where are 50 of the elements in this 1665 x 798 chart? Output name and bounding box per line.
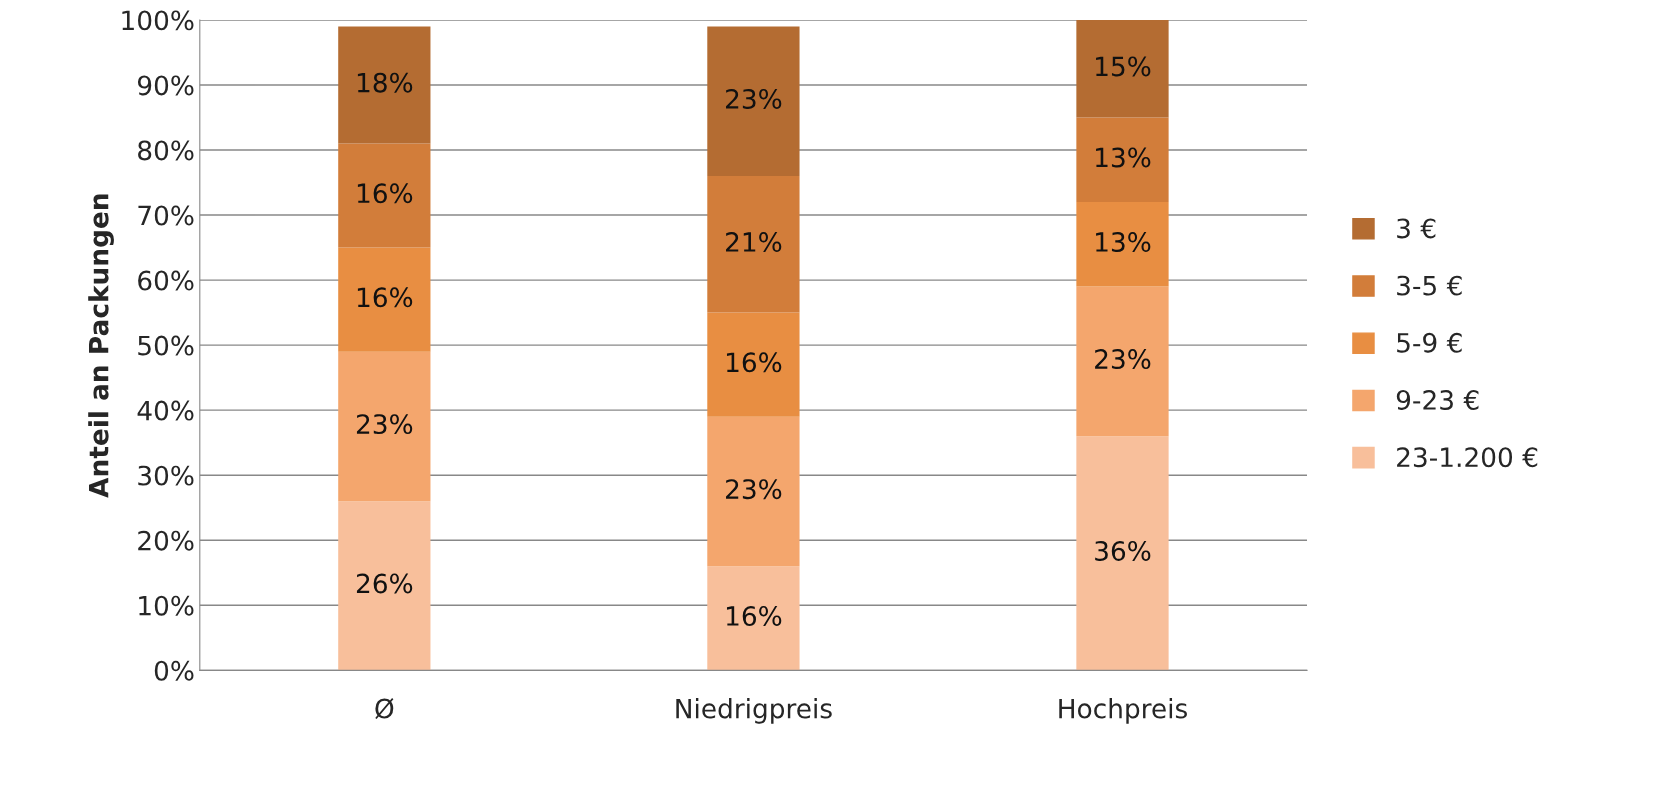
y-tick-label: 10%: [139, 595, 194, 616]
y-tick-label: 90%: [137, 75, 194, 96]
data-label: 23%: [1095, 349, 1151, 370]
data-label: 21%: [726, 232, 782, 252]
y-tick-label: 0%: [154, 660, 194, 681]
y-axis-title: Anteil an Packungen: [88, 194, 114, 498]
y-tick-label: 40%: [137, 400, 194, 421]
data-label: 13%: [1096, 232, 1151, 252]
data-label: 15%: [1096, 56, 1151, 77]
bar: [707, 312, 800, 417]
bar: [338, 351, 431, 502]
y-tick-label: 60%: [138, 270, 194, 291]
x-tick-label: Ø: [375, 698, 394, 720]
bar: [1076, 202, 1169, 287]
legend-label: 9-23 €: [1396, 390, 1479, 410]
data-label: 23%: [726, 88, 782, 109]
y-tick-label: 30%: [138, 465, 194, 486]
x-tick-label: Hochpreis: [1059, 698, 1187, 724]
bar: [1076, 286, 1169, 437]
bar: [707, 26, 800, 177]
bar: [338, 247, 431, 352]
bar: [707, 416, 800, 567]
bar: [1076, 436, 1169, 671]
x-tick-label: Niedrigpreis: [676, 698, 832, 724]
bar: [1076, 117, 1169, 203]
data-label: 18%: [357, 72, 413, 93]
data-label: 36%: [1095, 540, 1151, 561]
bar: [707, 176, 800, 313]
y-tick-label: 50%: [138, 335, 194, 356]
data-label: 16%: [726, 352, 782, 373]
legend-label: 3-5 €: [1397, 275, 1462, 296]
data-label: 13%: [1096, 147, 1151, 168]
data-label: 16%: [357, 287, 413, 308]
bar: [1076, 19, 1169, 118]
data-label: 26%: [356, 573, 413, 594]
data-label: 16%: [726, 605, 782, 626]
bar: [338, 501, 431, 671]
y-tick-label: 100%: [122, 10, 194, 31]
y-tick-label: 80%: [138, 140, 194, 161]
legend-label: 5-9 €: [1397, 332, 1462, 353]
bar: [707, 566, 800, 671]
data-label: 23%: [356, 414, 413, 435]
legend-label: 23-1.200 €: [1397, 447, 1538, 468]
y-tick-label: 70%: [138, 205, 194, 226]
legend-label: 3 €: [1397, 218, 1436, 239]
y-tick-label: 20%: [138, 530, 194, 551]
data-label: 16%: [357, 183, 413, 204]
bar: [338, 26, 431, 144]
bar: [338, 143, 431, 248]
data-label: 23%: [726, 479, 782, 500]
